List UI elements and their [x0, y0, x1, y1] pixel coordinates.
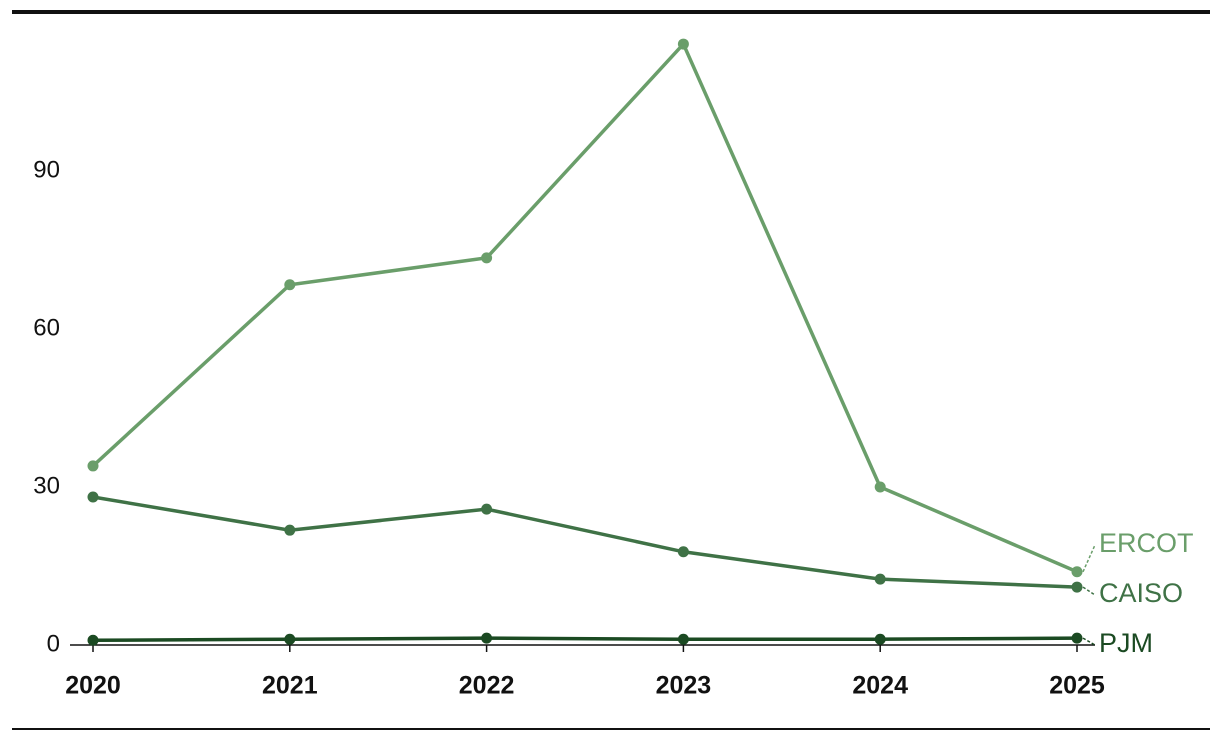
series-line [91, 40, 1078, 574]
data-point [1071, 566, 1083, 578]
data-point [1071, 581, 1083, 593]
data-point [481, 503, 493, 515]
series-line [92, 636, 1078, 643]
y-tick-label: 90 [33, 156, 60, 183]
series-label: PJM [1099, 628, 1153, 658]
x-tick-label: 2024 [852, 672, 908, 700]
y-tick-label: 30 [33, 472, 60, 499]
data-point [677, 633, 689, 645]
label-leader [1082, 586, 1096, 596]
data-point [284, 279, 296, 291]
data-point [874, 481, 886, 493]
series-label: ERCOT [1099, 528, 1194, 558]
data-point [677, 38, 689, 50]
y-tick-label: 60 [33, 314, 60, 341]
data-point [874, 573, 886, 585]
label-leader [1082, 637, 1096, 646]
data-point [87, 634, 99, 646]
label-leader [1082, 544, 1096, 573]
x-tick-label: 2020 [65, 672, 121, 700]
data-point [87, 460, 99, 472]
series-label: CAISO [1099, 578, 1183, 608]
x-tick-label: 2021 [262, 672, 318, 700]
data-point [481, 632, 493, 644]
data-point [874, 633, 886, 645]
y-tick-label: 0 [47, 630, 60, 657]
x-tick-label: 2025 [1049, 672, 1105, 700]
x-tick-label: 2022 [459, 672, 515, 700]
data-point [87, 491, 99, 503]
data-point [1071, 632, 1083, 644]
data-point [481, 252, 493, 264]
data-point [677, 546, 689, 558]
data-point [284, 524, 296, 536]
x-tick-label: 2023 [656, 672, 712, 700]
data-point [284, 633, 296, 645]
series-line [92, 495, 1078, 589]
